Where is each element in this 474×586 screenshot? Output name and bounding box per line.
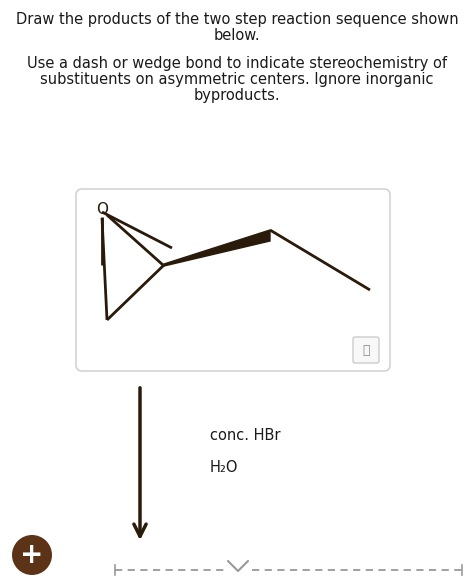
Text: conc. HBr: conc. HBr <box>210 428 281 442</box>
Text: ⌕: ⌕ <box>362 343 370 356</box>
FancyBboxPatch shape <box>353 337 379 363</box>
Text: O: O <box>96 203 108 217</box>
Text: substituents on asymmetric centers. Ignore inorganic: substituents on asymmetric centers. Igno… <box>40 72 434 87</box>
FancyBboxPatch shape <box>76 189 390 371</box>
Circle shape <box>12 535 52 575</box>
Text: Use a dash or wedge bond to indicate stereochemistry of: Use a dash or wedge bond to indicate ste… <box>27 56 447 71</box>
Text: Draw the products of the two step reaction sequence shown: Draw the products of the two step reacti… <box>16 12 458 27</box>
Text: H₂O: H₂O <box>210 461 238 475</box>
Text: +: + <box>20 541 44 569</box>
Text: byproducts.: byproducts. <box>194 88 280 103</box>
Text: below.: below. <box>214 28 260 43</box>
Polygon shape <box>164 230 270 266</box>
